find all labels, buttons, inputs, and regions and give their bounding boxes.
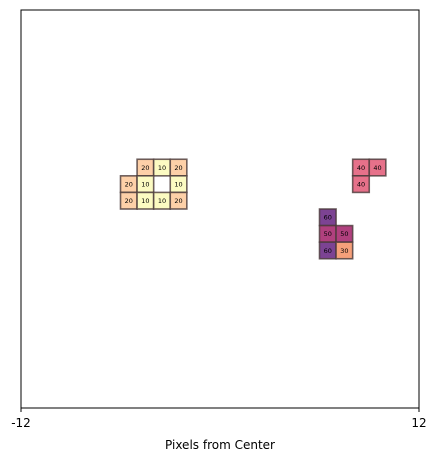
x-tick-label: -12	[11, 416, 31, 430]
cells-layer: 20 10 20 20 10 10 20 10 10 20 40 40 40 60 50 50 60 30	[119, 158, 387, 260]
cell-value-label: 10	[141, 197, 149, 205]
cell-value-label: 20	[125, 180, 133, 188]
cell-value-label: 40	[357, 164, 365, 172]
cell-value-label: 10	[141, 180, 149, 188]
cell-value-label: 20	[174, 164, 182, 172]
heatmap-cell	[351, 175, 371, 194]
cell-value-label: 40	[373, 164, 381, 172]
cell-value-label: 50	[340, 230, 348, 238]
cell-value-label: 10	[174, 180, 182, 188]
x-axis-ticks: -12 12	[11, 408, 427, 430]
cell-value-label: 20	[125, 197, 133, 205]
plot-area	[20, 9, 420, 409]
cell-value-label: 10	[158, 197, 166, 205]
x-axis-label: Pixels from Center	[165, 438, 275, 452]
cell-value-label: 20	[174, 197, 182, 205]
heatmap-cell	[335, 241, 354, 260]
cell-value-label: 30	[340, 247, 348, 255]
heatmap-cell	[368, 158, 387, 177]
heatmap-cell	[169, 191, 188, 210]
cell-value-label: 50	[324, 230, 332, 238]
cell-value-label: 20	[141, 164, 149, 172]
cell-value-label: 60	[324, 214, 332, 222]
x-tick-label: 12	[411, 416, 426, 430]
cell-value-label: 60	[324, 247, 332, 255]
cell-value-label: 10	[158, 164, 166, 172]
cell-value-label: 40	[357, 180, 365, 188]
